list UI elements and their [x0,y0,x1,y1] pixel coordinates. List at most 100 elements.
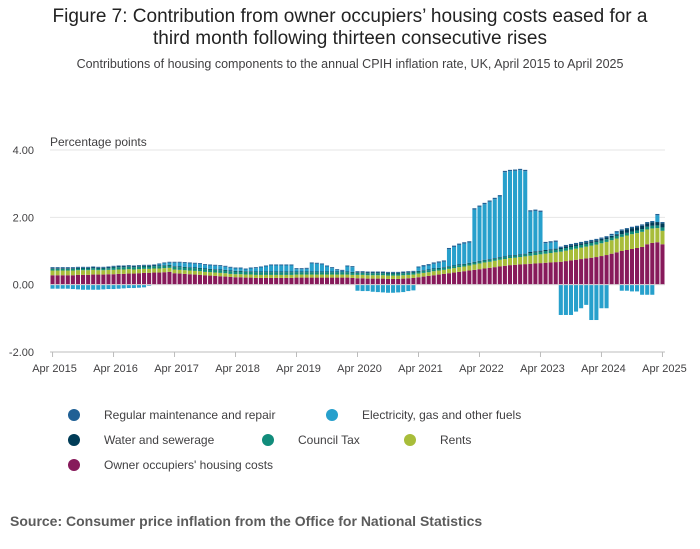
bar-segment [375,275,380,279]
bar-segment [350,271,355,273]
bar-segment [614,235,619,239]
bar-segment [289,271,294,273]
bar-segment [589,241,594,243]
bar-segment [441,260,446,262]
bar-segment [187,267,192,268]
bar-segment [645,226,650,230]
legend-label: Council Tax [298,433,360,447]
bar-segment [253,274,258,278]
bar-segment [340,269,345,271]
bar-segment [269,265,274,272]
bar-segment [406,284,411,292]
bar-segment [370,278,375,285]
bar-segment [446,247,452,250]
bar-segment [60,268,65,269]
bar-segment [472,208,477,210]
bar-segment [650,228,655,243]
bar-segment [518,255,523,258]
bar-segment [233,267,238,269]
bar-segment [452,272,457,285]
bar-segment [162,265,167,266]
bar-segment [157,263,162,265]
bar-segment [177,261,182,263]
bar-segment [614,234,619,236]
bar-segment [624,229,629,233]
bar-segment [248,274,253,278]
bar-segment [91,266,96,268]
bar-segment [375,272,380,274]
bar-segment [157,264,162,266]
bar-segment [584,242,589,244]
bar-segment [279,277,284,285]
bar-segment [629,284,634,292]
bar-segment [619,284,624,291]
bar-segment [543,253,548,263]
bar-segment [365,272,370,274]
bar-segment [416,270,421,272]
bar-segment [365,284,370,292]
bar-segment [650,222,655,226]
bar-segment [111,266,116,268]
bar-segment [157,266,162,269]
bar-segment [116,284,121,289]
bar-segment [624,228,629,230]
bar-segment [197,264,202,268]
bar-segment [370,275,375,279]
bar-segment [101,284,106,290]
bar-segment [106,269,111,275]
bar-segment [65,275,70,285]
legend-label: Water and sewerage [104,433,215,447]
bar-segment [599,284,604,309]
bar-segment [431,268,436,270]
bar-segment [462,263,467,265]
bar-segment [294,271,299,273]
bar-segment [162,272,167,285]
bar-segment [81,284,86,290]
bar-segment [492,267,497,285]
bar-segment [431,275,436,285]
bar-segment [86,266,91,268]
bar-segment [248,271,253,272]
bar-segment [426,272,431,276]
bar-segment [126,266,131,270]
bar-segment [660,230,665,245]
bar-segment [157,268,162,273]
bar-segment [60,275,65,285]
bar-segment [253,267,258,269]
bar-segment [538,250,543,252]
bar-segment [411,272,416,275]
bar-segment [492,258,497,261]
bar-segment [553,241,558,249]
x-tick-label: Apr 2025 [642,363,687,375]
bar-segment [136,273,141,285]
bar-segment [421,266,426,271]
legend-label: Rents [440,433,472,447]
bar-segment [462,243,467,264]
bar-segment [604,284,609,309]
bar-segment [385,284,391,293]
bar-segment [518,264,523,285]
bar-segment [218,269,223,271]
bar-segment [340,274,345,278]
bar-segment [645,284,650,295]
bar-segment [640,284,645,295]
bar-segment [65,267,70,269]
bar-segment [101,266,106,268]
bar-segment [111,267,116,270]
bar-segment [609,233,614,236]
bar-segment [523,256,528,265]
bar-segment [650,221,655,223]
bar-segment [655,215,660,223]
bar-segment [304,274,309,278]
bar-segment [614,231,619,233]
bar-segment [446,266,452,267]
bar-segment [263,271,269,273]
bar-segment [558,247,563,249]
bar-segment [319,264,324,272]
bar-segment [594,244,599,258]
bar-segment [528,255,533,264]
bar-segment [472,209,477,262]
bar-segment [370,273,375,276]
bar-segment [426,275,431,285]
legend-item: Council Tax [262,433,360,447]
